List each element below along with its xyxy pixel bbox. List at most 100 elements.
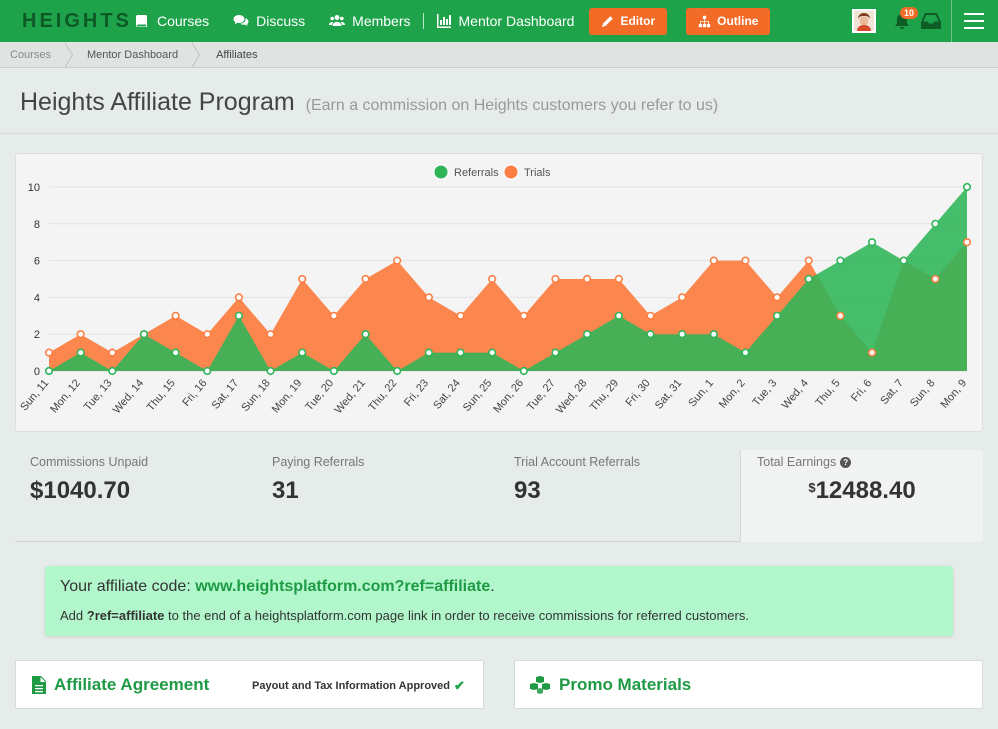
data-point-trials[interactable] [867,348,877,357]
data-point-referrals[interactable] [614,311,623,320]
x-tick-label: Sun, 1 [686,377,716,409]
data-point-trials[interactable] [962,238,972,247]
stat-total-earnings-label-row: Total Earnings ? [757,455,983,469]
affiliate-code-prefix: Your affiliate code: [60,578,196,595]
affiliate-code-line: Your affiliate code: www.heightsplatform… [60,578,495,596]
nav-members[interactable]: Members [329,13,411,29]
affiliate-agreement-card[interactable]: Affiliate Agreement Payout and Tax Infor… [15,660,484,709]
data-point-trials[interactable] [488,274,497,284]
data-point-referrals[interactable] [456,348,465,357]
nav-discuss-label: Discuss [256,13,306,29]
data-point-trials[interactable] [298,274,307,284]
data-point-trials[interactable] [678,293,687,302]
data-point-referrals[interactable] [424,348,433,357]
data-point-referrals[interactable] [76,348,85,357]
x-tick-label: Mon, 19 [270,377,305,415]
data-point-referrals[interactable] [139,330,149,339]
data-point-referrals[interactable] [962,182,972,192]
data-point-referrals[interactable] [44,366,54,376]
data-point-trials[interactable] [329,311,338,320]
editor-button[interactable]: Editor [589,7,668,35]
x-tick-label: Fri, 16 [180,377,209,409]
data-point-trials[interactable] [551,274,560,284]
data-point-trials[interactable] [108,348,117,357]
data-point-referrals[interactable] [678,330,687,339]
data-point-referrals[interactable] [298,348,307,357]
data-point-trials[interactable] [804,256,813,265]
breadcrumb-mentor-dashboard[interactable]: Mentor Dashboard [65,42,201,68]
data-point-referrals[interactable] [108,366,117,376]
data-point-referrals[interactable] [203,366,212,376]
data-point-referrals[interactable] [931,219,940,228]
hamburger-menu-icon[interactable] [964,13,984,29]
data-point-trials[interactable] [203,330,212,339]
breadcrumb-courses[interactable]: Courses [0,42,73,68]
data-point-referrals[interactable] [836,256,845,265]
data-point-referrals[interactable] [583,330,592,339]
legend-swatch-referrals[interactable] [433,164,449,180]
user-avatar[interactable] [852,9,876,33]
data-point-trials[interactable] [772,293,782,302]
legend-label-trials[interactable]: Trials [524,167,551,179]
data-point-trials[interactable] [519,311,528,320]
x-tick-label: Thu, 22 [366,377,399,413]
data-point-trials[interactable] [266,330,275,339]
data-point-referrals[interactable] [171,348,180,357]
breadcrumb-affiliates: Affiliates [192,42,271,67]
data-point-trials[interactable] [424,293,433,302]
data-point-trials[interactable] [361,274,370,284]
data-point-trials[interactable] [709,256,718,265]
data-point-referrals[interactable] [741,348,750,357]
data-point-trials[interactable] [44,348,54,357]
data-point-trials[interactable] [456,311,465,320]
data-point-trials[interactable] [931,274,940,284]
data-point-trials[interactable] [583,274,592,284]
inbox-icon[interactable] [921,12,941,30]
data-point-referrals[interactable] [899,256,908,265]
data-point-referrals[interactable] [266,366,275,376]
nav-mentor-dashboard[interactable]: Mentor Dashboard [436,13,574,29]
data-point-trials[interactable] [741,256,750,265]
data-point-trials[interactable] [836,311,845,320]
data-point-trials[interactable] [646,311,655,320]
x-tick-label: Sat, 24 [431,377,463,411]
affiliate-code-box: Your affiliate code: www.heightsplatform… [45,566,953,636]
stat-total-earnings: Total Earnings ? $12488.40 [740,450,983,542]
data-point-trials[interactable] [234,293,244,302]
data-point-referrals[interactable] [488,348,497,357]
data-point-referrals[interactable] [234,311,244,320]
data-point-referrals[interactable] [361,330,370,339]
affiliate-agreement-label: Affiliate Agreement [54,674,210,694]
promo-materials-card[interactable]: Promo Materials [514,660,983,709]
data-point-referrals[interactable] [867,238,877,247]
data-point-trials[interactable] [393,256,402,265]
data-point-trials[interactable] [614,274,623,284]
help-question-icon[interactable]: ? [840,456,852,468]
data-point-trials[interactable] [171,311,180,320]
nav-courses[interactable]: Courses [134,13,209,29]
affiliate-agreement-title[interactable]: Affiliate Agreement [32,675,209,695]
y-tick-label: 6 [34,256,40,268]
promo-materials-title[interactable]: Promo Materials [529,675,691,695]
data-point-referrals[interactable] [329,366,338,376]
x-tick-label: Wed, 14 [111,377,146,416]
nav-discuss[interactable]: Discuss [233,13,305,29]
data-point-referrals[interactable] [551,348,560,357]
data-point-referrals[interactable] [646,330,655,339]
data-point-referrals[interactable] [393,366,402,376]
users-icon [329,15,346,26]
outline-button[interactable]: Outline [686,7,771,35]
data-point-referrals[interactable] [519,366,528,376]
affiliate-code-link[interactable]: www.heightsplatform.com?ref=affiliate [195,578,491,595]
data-point-referrals[interactable] [709,330,718,339]
cubes-icon [530,675,550,694]
stat-commissions-unpaid-value: $1040.70 [30,477,131,504]
brand-logo[interactable]: HEIGHTS [22,9,132,32]
data-point-trials[interactable] [76,330,85,339]
breadcrumb: Courses Mentor Dashboard Affiliates [0,42,998,68]
legend-label-referrals[interactable]: Referrals [454,167,499,179]
data-point-referrals[interactable] [772,311,782,320]
data-point-referrals[interactable] [804,274,813,284]
legend-swatch-trials[interactable] [503,164,519,180]
